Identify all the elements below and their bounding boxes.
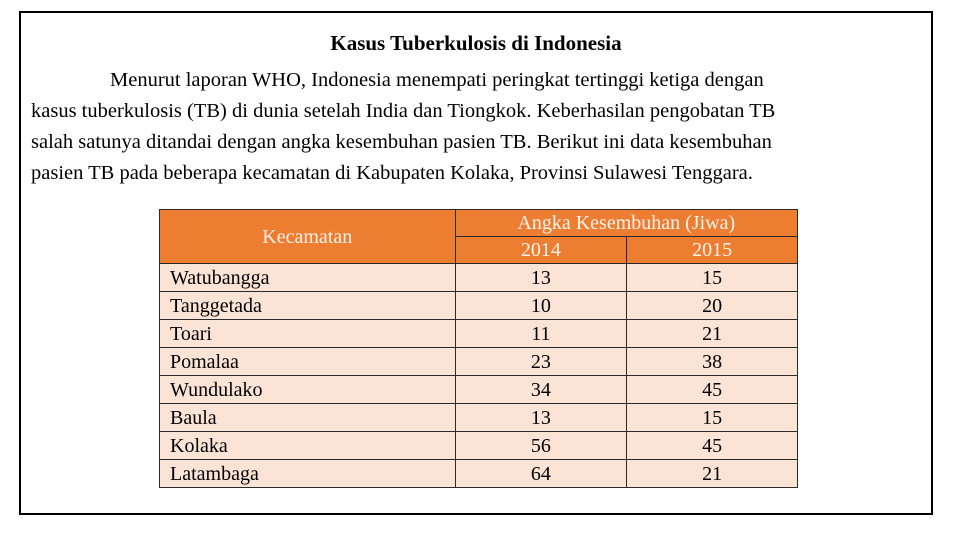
cell-2014: 11 <box>454 319 628 348</box>
document-title: Kasus Tuberkulosis di Indonesia <box>330 31 622 55</box>
table-row: Baula 13 15 <box>159 403 798 432</box>
paragraph-line: Menurut laporan WHO, Indonesia menempati… <box>110 69 764 91</box>
cell-kecamatan: Baula <box>159 403 456 432</box>
cell-2015: 15 <box>626 263 798 292</box>
recovery-table: Kecamatan Angka Kesembuhan (Jiwa) 2014 2… <box>159 209 799 488</box>
cell-kecamatan: Watubangga <box>159 263 456 292</box>
cell-kecamatan: Tanggetada <box>159 291 456 320</box>
table-header-years-row: 2014 2015 <box>160 236 798 264</box>
table-header-row: Kecamatan Angka Kesembuhan (Jiwa) <box>159 209 799 264</box>
table-row: Tanggetada 10 20 <box>159 291 798 320</box>
cell-2015: 21 <box>626 319 798 348</box>
cell-2014: 13 <box>454 403 628 432</box>
paragraph-line: salah satunya ditandai dengan angka kese… <box>31 131 772 153</box>
cell-2015: 45 <box>626 375 798 404</box>
paragraph-line: kasus tuberkulosis (TB) di dunia setelah… <box>31 100 776 122</box>
table-row: Latambaga 64 21 <box>159 459 798 488</box>
header-angka-kesembuhan: Angka Kesembuhan (Jiwa) <box>454 209 799 237</box>
cell-2014: 64 <box>454 459 628 488</box>
table-row: Wundulako 34 45 <box>159 375 798 404</box>
header-kecamatan: Kecamatan <box>159 209 456 264</box>
cell-2014: 10 <box>454 291 628 320</box>
header-year-2015: 2015 <box>626 236 798 264</box>
cell-2014: 23 <box>454 347 628 376</box>
cell-kecamatan: Wundulako <box>159 375 456 404</box>
table-row: Watubangga 13 15 <box>159 263 798 292</box>
document-frame: Kasus Tuberkulosis di Indonesia Menurut … <box>19 11 933 515</box>
table-row: Toari 11 21 <box>159 319 798 348</box>
cell-kecamatan: Toari <box>159 319 456 348</box>
cell-2015: 38 <box>626 347 798 376</box>
cell-kecamatan: Pomalaa <box>159 347 456 376</box>
cell-kecamatan: Kolaka <box>159 431 456 460</box>
cell-2014: 56 <box>454 431 628 460</box>
cell-2014: 34 <box>454 375 628 404</box>
table-row: Kolaka 56 45 <box>159 431 798 460</box>
paragraph-line: pasien TB pada beberapa kecamatan di Kab… <box>31 162 753 184</box>
intro-paragraph: Menurut laporan WHO, Indonesia menempati… <box>31 65 923 189</box>
cell-2015: 15 <box>626 403 798 432</box>
cell-2015: 20 <box>626 291 798 320</box>
cell-2015: 21 <box>626 459 798 488</box>
cell-2014: 13 <box>454 263 628 292</box>
cell-kecamatan: Latambaga <box>159 459 456 488</box>
table-body: Watubangga 13 15 Tanggetada 10 20 Toari 11 21 Pom… <box>159 263 798 488</box>
cell-2015: 45 <box>626 431 798 460</box>
header-year-2014: 2014 <box>454 236 628 264</box>
table-row: Pomalaa 23 38 <box>159 347 798 376</box>
